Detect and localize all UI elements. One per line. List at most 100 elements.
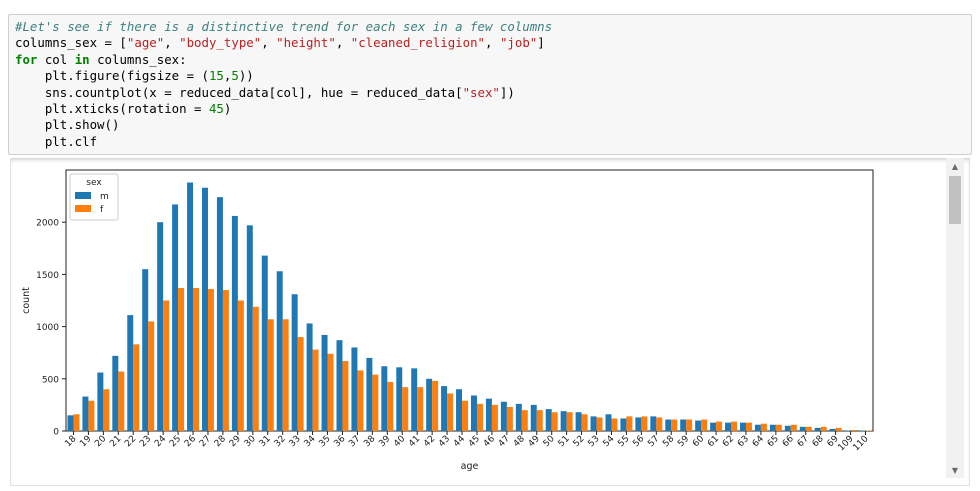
bar-m-38 [366,357,373,431]
x-tick-label-18: 18 [63,434,78,449]
bar-m-34 [306,323,313,431]
x-tick-label-56: 56 [631,434,646,449]
code-line-1: #Let's see if there is a distinctive tre… [15,19,553,34]
x-tick-label-65: 65 [766,434,781,449]
output-area[interactable]: 0 500 1000 1500 2000 18 19 20 21 22 23 24 25 26 27 28 29… [10,158,970,486]
bar-m-36 [336,340,343,431]
x-tick-label-33: 33 [288,434,303,449]
bar-f-59 [686,419,693,431]
bar-f-39 [387,381,394,431]
output-scrollbar[interactable]: ▲ ▼ [946,158,964,478]
bar-f-34 [312,349,319,431]
bar-f-35 [327,353,334,431]
bar-m-50 [545,409,552,431]
bar-m-54 [605,414,612,431]
bar-m-67 [799,426,806,431]
x-tick-label-50: 50 [542,434,557,449]
bar-f-43 [447,393,454,431]
bar-m-22 [127,315,134,431]
bar-f-65 [775,424,782,431]
bar-m-42 [426,378,433,431]
bar-m-60 [695,420,702,431]
legend-swatch-m [75,192,91,199]
bar-m-41 [411,368,418,431]
x-tick-label-47: 47 [497,434,512,449]
bar-f-62 [731,421,738,431]
x-tick-label-24: 24 [153,434,168,449]
scroll-thumb[interactable] [949,176,961,224]
bar-m-29 [231,215,238,431]
bar-f-60 [701,419,708,431]
x-axis-label: age [461,461,479,472]
code-line-4: plt.figure(figsize = (15,5)) [15,68,254,84]
bar-f-48 [521,410,528,431]
bar-m-64 [754,424,761,431]
bar-f-37 [357,370,364,431]
y-tick-label-1500: 1500 [36,271,59,281]
x-tick-label-21: 21 [108,434,123,449]
bar-m-57 [650,416,657,431]
bar-f-25 [178,287,185,431]
x-tick-label-45: 45 [467,434,482,449]
bar-f-40 [402,387,409,431]
y-tick-label-2000: 2000 [36,219,59,229]
bar-f-67 [805,426,812,431]
bar-f-63 [745,422,752,431]
x-tick-label-49: 49 [527,434,542,449]
x-tick-label-46: 46 [482,434,497,449]
legend-swatch-f [75,205,91,212]
bar-m-43 [441,386,448,431]
bar-f-28 [222,290,229,431]
y-tick-label-500: 500 [42,375,59,385]
bar-f-29 [237,300,244,431]
bar-m-66 [784,425,791,431]
scroll-down-arrow-icon[interactable]: ▼ [951,466,959,475]
bar-m-109 [844,430,851,431]
x-tick-label-54: 54 [601,434,616,449]
bar-m-27 [201,187,208,431]
code-editor[interactable]: #Let's see if there is a distinctive tre… [15,19,552,150]
x-tick-label-43: 43 [437,434,452,449]
bar-m-23 [142,269,149,431]
code-cell[interactable]: #Let's see if there is a distinctive tre… [8,14,972,155]
code-line-7: plt.show() [15,117,120,133]
code-line-3: for col in columns_sex: [15,51,187,67]
scroll-up-arrow-icon[interactable]: ▲ [951,162,959,171]
bar-f-18 [73,414,80,431]
x-tick-label-35: 35 [317,434,332,449]
bar-m-47 [500,401,507,431]
bar-m-32 [276,271,283,431]
bar-m-24 [157,222,164,431]
bar-m-59 [680,419,687,431]
bar-m-56 [635,417,642,431]
y-tick-label-1000: 1000 [36,323,59,333]
bar-m-19 [82,396,89,431]
bar-f-24 [163,300,170,431]
x-tick-label-55: 55 [616,434,631,449]
x-tick-label-64: 64 [751,434,766,449]
bar-f-57 [656,417,663,431]
bar-f-26 [193,287,200,431]
bar-m-65 [769,424,776,431]
bar-f-56 [641,416,648,431]
bar-m-39 [381,366,388,431]
bar-f-38 [372,374,379,431]
bar-f-54 [611,418,618,431]
bar-m-28 [216,197,223,431]
code-line-6: plt.xticks(rotation = 45) [15,100,232,116]
x-tick-label-62: 62 [721,434,736,449]
bar-m-18 [67,415,74,431]
x-tick-label-41: 41 [407,434,422,449]
bar-m-26 [187,182,194,431]
x-tick-label-26: 26 [183,434,198,449]
bar-m-68 [814,427,821,431]
x-tick-label-30: 30 [243,434,258,449]
x-tick-label-25: 25 [168,434,183,449]
bar-f-41 [417,387,424,431]
x-tick-label-44: 44 [452,434,467,449]
bar-f-45 [476,403,483,431]
bar-m-110 [859,430,866,431]
countplot-chart: 0 500 1000 1500 2000 18 19 20 21 22 23 24 25 26 27 28 29… [21,169,874,472]
bar-m-40 [396,367,403,431]
x-tick-label-32: 32 [273,434,288,449]
